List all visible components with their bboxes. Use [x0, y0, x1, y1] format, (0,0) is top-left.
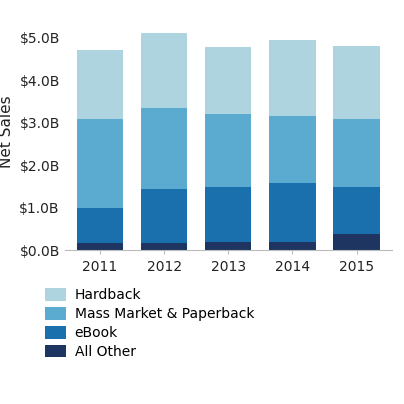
Bar — [141, 189, 187, 243]
Bar — [205, 47, 251, 114]
Bar — [269, 116, 316, 183]
Bar — [269, 183, 316, 242]
Bar — [333, 118, 380, 187]
Bar — [205, 114, 251, 187]
Bar — [141, 108, 187, 189]
Bar — [333, 46, 380, 118]
Y-axis label: Net Sales: Net Sales — [0, 95, 14, 168]
Bar — [77, 208, 123, 243]
Bar — [333, 187, 380, 234]
Bar — [141, 34, 187, 108]
Bar — [141, 243, 187, 250]
Legend: Hardback, Mass Market & Paperback, eBook, All Other: Hardback, Mass Market & Paperback, eBook… — [45, 288, 254, 359]
Bar — [77, 118, 123, 208]
Bar — [269, 40, 316, 116]
Bar — [269, 242, 316, 250]
Bar — [205, 187, 251, 242]
Bar — [205, 242, 251, 250]
Bar — [77, 50, 123, 118]
Bar — [333, 234, 380, 250]
Bar — [77, 243, 123, 250]
